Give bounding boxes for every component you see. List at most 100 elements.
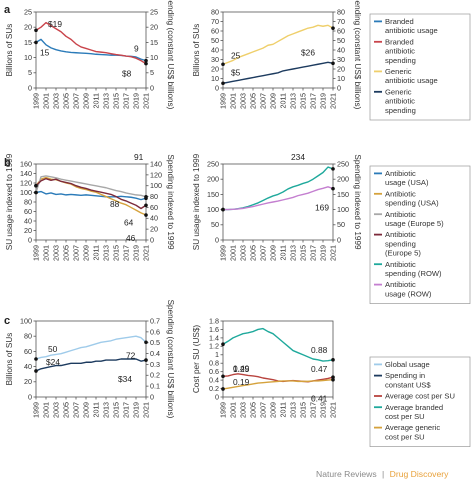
y2-tick-label: 140 bbox=[150, 159, 162, 168]
y2-tick-label: 0.1 bbox=[150, 382, 160, 391]
series-end-point bbox=[144, 194, 148, 199]
x-tick-label: 2005 bbox=[249, 245, 258, 261]
legend-label: Antibiotic bbox=[385, 230, 416, 239]
data-label: $34 bbox=[118, 374, 132, 384]
x-tick-label: 2007 bbox=[259, 402, 268, 418]
x-tick-label: 2019 bbox=[319, 245, 328, 261]
y2-tick-label: 5 bbox=[150, 68, 154, 77]
x-tick-label: 2001 bbox=[229, 402, 238, 418]
series-line bbox=[222, 378, 334, 390]
x-tick-label: 2005 bbox=[249, 402, 258, 418]
series-end-point bbox=[331, 377, 335, 382]
x-tick-label: 2003 bbox=[239, 245, 248, 261]
x-tick-label: 1999 bbox=[219, 245, 228, 261]
series-start-point bbox=[34, 40, 38, 45]
series-line bbox=[35, 177, 147, 210]
x-tick-label: 2003 bbox=[52, 245, 61, 261]
x-tick-label: 2013 bbox=[102, 402, 111, 418]
y-axis-label: Billions of SUs bbox=[5, 24, 14, 77]
series-end-point bbox=[331, 375, 335, 379]
legend-box bbox=[369, 356, 471, 447]
x-tick-label: 2001 bbox=[42, 402, 51, 418]
x-tick-label: 2015 bbox=[299, 402, 308, 418]
x-tick-label: 2015 bbox=[299, 245, 308, 261]
legend-label: Average generic bbox=[385, 423, 440, 432]
y2-tick-label: 100 bbox=[337, 205, 349, 214]
series-end-point bbox=[144, 213, 148, 217]
x-tick-label: 2011 bbox=[279, 93, 288, 108]
y-tick-label: 200 bbox=[207, 175, 219, 184]
y-tick-label: 1.8 bbox=[209, 316, 219, 325]
legend-label: Generic bbox=[385, 87, 412, 96]
x-tick-label: 2005 bbox=[62, 93, 71, 109]
y2-tick-label: 80 bbox=[150, 192, 158, 201]
series-end-point bbox=[331, 358, 335, 362]
y-tick-label: 0 bbox=[215, 392, 219, 401]
x-tick-label: 2009 bbox=[82, 245, 91, 261]
legend-label: Branded bbox=[385, 17, 414, 26]
y-tick-label: 120 bbox=[20, 178, 32, 187]
data-label: 1.25 bbox=[233, 364, 250, 374]
legend-label: Generic bbox=[385, 67, 412, 76]
y2-axis-label: Spending indexed to 1999 bbox=[353, 154, 362, 250]
y-tick-label: 0 bbox=[28, 83, 32, 92]
y-tick-label: 15 bbox=[24, 38, 32, 47]
y2-tick-label: 20 bbox=[150, 225, 158, 234]
y2-axis-label: Spending (constant US$ billions) bbox=[166, 300, 175, 419]
series-start-point bbox=[221, 342, 225, 347]
y-tick-label: 50 bbox=[211, 36, 219, 45]
data-label: 91 bbox=[134, 152, 144, 162]
y-tick-label: 250 bbox=[207, 159, 219, 168]
series-end-point bbox=[331, 26, 335, 30]
y-tick-label: 20 bbox=[24, 377, 32, 386]
series-start-point bbox=[221, 387, 225, 391]
x-tick-label: 2021 bbox=[329, 93, 338, 109]
x-tick-label: 2021 bbox=[329, 402, 338, 418]
plot-frame bbox=[35, 11, 147, 89]
y-tick-label: 60 bbox=[211, 26, 219, 35]
legend-label: Average branded bbox=[385, 403, 443, 412]
legend-label: Antibiotic bbox=[385, 189, 416, 198]
y2-tick-label: 40 bbox=[337, 45, 345, 54]
y-tick-label: 1 bbox=[215, 350, 219, 359]
y2-tick-label: 0 bbox=[337, 235, 341, 244]
x-tick-label: 2021 bbox=[142, 402, 151, 418]
y-tick-label: 1.2 bbox=[209, 342, 219, 351]
series-end-point bbox=[331, 61, 335, 66]
x-tick-label: 2003 bbox=[52, 402, 61, 418]
data-label: 0.49 bbox=[233, 363, 250, 373]
y2-tick-label: 0.4 bbox=[150, 349, 160, 358]
y2-axis-label: Spending (constant US$ billions) bbox=[166, 0, 175, 110]
y-tick-label: 80 bbox=[211, 7, 219, 16]
data-label: 0.19 bbox=[233, 377, 250, 387]
y2-tick-label: 250 bbox=[337, 159, 349, 168]
y-axis-label: Billions of SUs bbox=[192, 24, 201, 77]
x-tick-label: 2019 bbox=[132, 402, 141, 418]
series-end-point bbox=[144, 358, 148, 362]
legend-label: usage (USA) bbox=[385, 178, 429, 187]
series-start-point bbox=[221, 81, 225, 86]
x-tick-label: 2001 bbox=[42, 93, 51, 109]
x-tick-label: 2017 bbox=[122, 402, 131, 418]
series-start-point bbox=[221, 62, 225, 67]
x-tick-label: 2007 bbox=[259, 245, 268, 261]
x-tick-label: 2005 bbox=[249, 93, 258, 109]
series-start-point bbox=[221, 207, 225, 212]
y2-tick-label: 100 bbox=[150, 181, 162, 190]
credit-brand: Nature Reviews | Drug Discovery bbox=[316, 469, 449, 479]
legend-label: Spending in bbox=[385, 371, 425, 380]
y-tick-label: 1.6 bbox=[209, 325, 219, 334]
y-tick-label: 80 bbox=[24, 332, 32, 341]
y2-axis-label: Spending (constant US$ billions) bbox=[353, 0, 362, 110]
x-tick-label: 2009 bbox=[269, 402, 278, 418]
y2-tick-label: 50 bbox=[337, 220, 345, 229]
y-axis-label: SU usage indexed to 1999 bbox=[192, 153, 201, 250]
y-tick-label: 50 bbox=[211, 220, 219, 229]
data-label: 64 bbox=[124, 217, 134, 227]
legend-label: antibiotic bbox=[385, 97, 415, 106]
legend-label: usage (Europe 5) bbox=[385, 219, 444, 228]
y-tick-label: 20 bbox=[24, 23, 32, 32]
